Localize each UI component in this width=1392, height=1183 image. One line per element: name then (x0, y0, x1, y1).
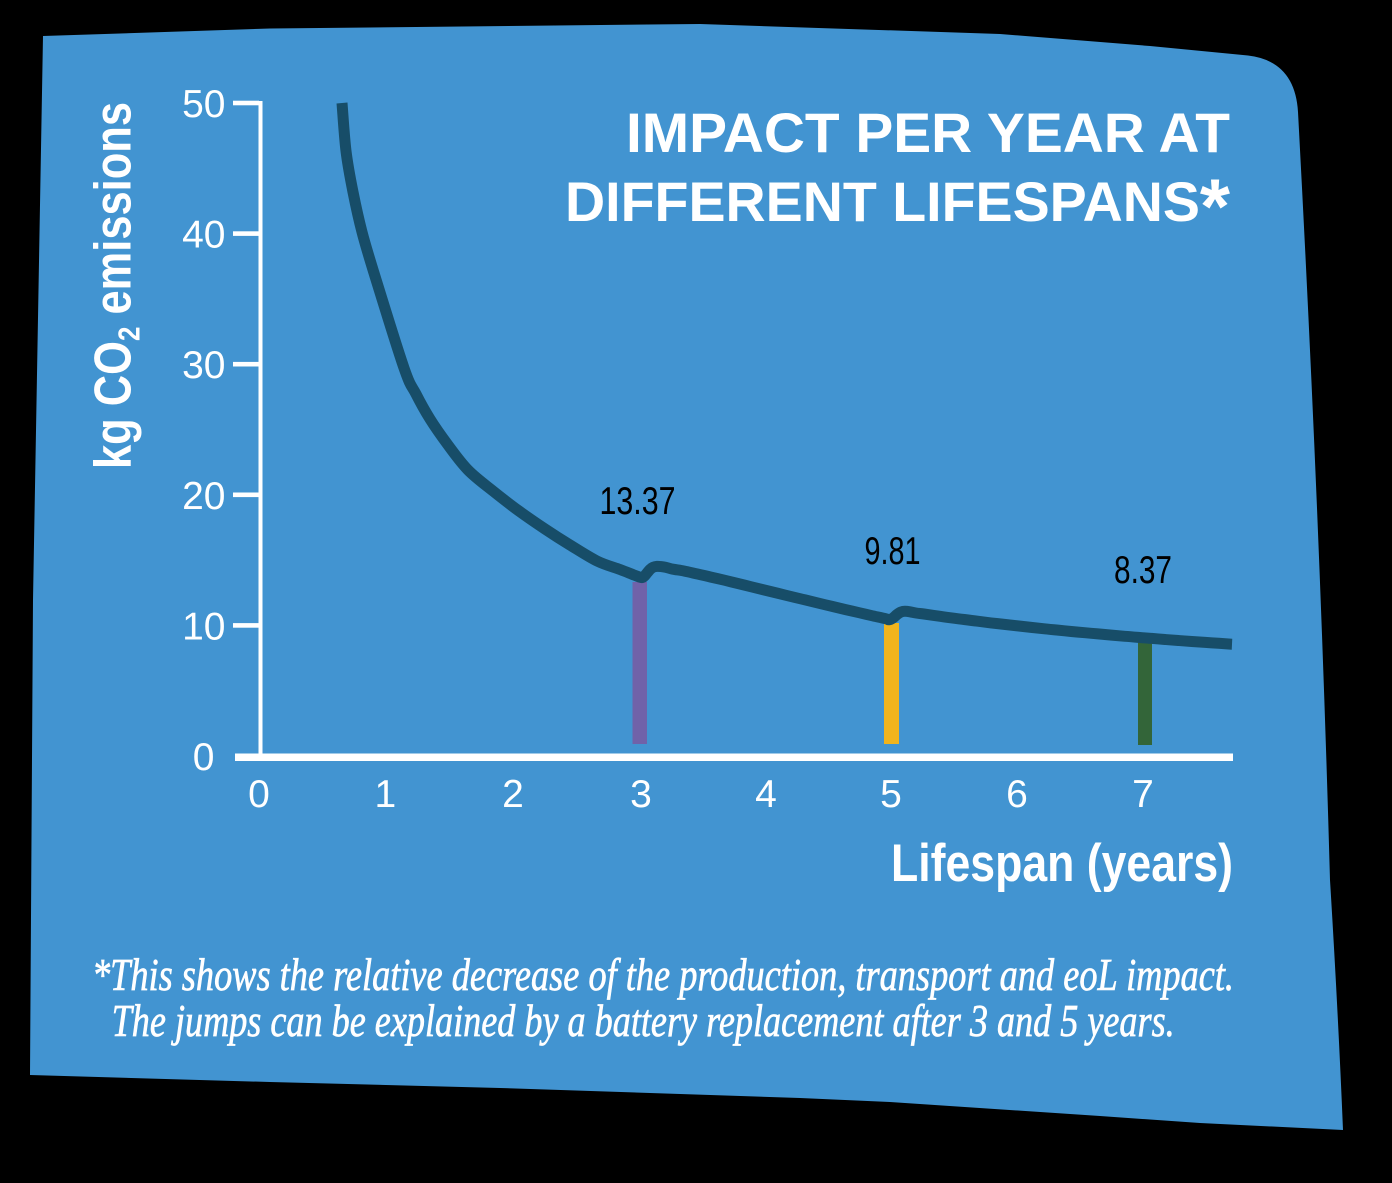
svg-text:50: 50 (182, 83, 225, 126)
svg-text:The jumps can be explained by: The jumps can be explained by a battery … (112, 995, 1175, 1046)
svg-text:13.37: 13.37 (600, 480, 676, 523)
svg-text:20: 20 (182, 475, 225, 518)
svg-text:5: 5 (880, 773, 902, 816)
svg-text:1: 1 (374, 773, 396, 816)
svg-text:8.37: 8.37 (1114, 549, 1172, 592)
svg-text:7: 7 (1132, 773, 1154, 816)
svg-text:9.81: 9.81 (865, 530, 921, 573)
svg-text:10: 10 (182, 605, 225, 648)
svg-text:*This shows the relative decre: *This shows the relative decrease of the… (92, 949, 1234, 1000)
svg-text:kg CO2 emissions: kg CO2 emissions (85, 102, 147, 469)
svg-text:6: 6 (1006, 773, 1028, 816)
svg-text:0: 0 (193, 736, 215, 779)
svg-text:3: 3 (630, 773, 652, 816)
svg-text:4: 4 (755, 773, 777, 816)
svg-text:2: 2 (502, 773, 524, 816)
svg-text:30: 30 (182, 344, 225, 387)
svg-text:IMPACT PER YEAR AT: IMPACT PER YEAR AT (626, 101, 1230, 164)
svg-text:Lifespan (years): Lifespan (years) (891, 834, 1233, 893)
svg-text:40: 40 (182, 214, 225, 257)
svg-text:0: 0 (248, 773, 270, 816)
